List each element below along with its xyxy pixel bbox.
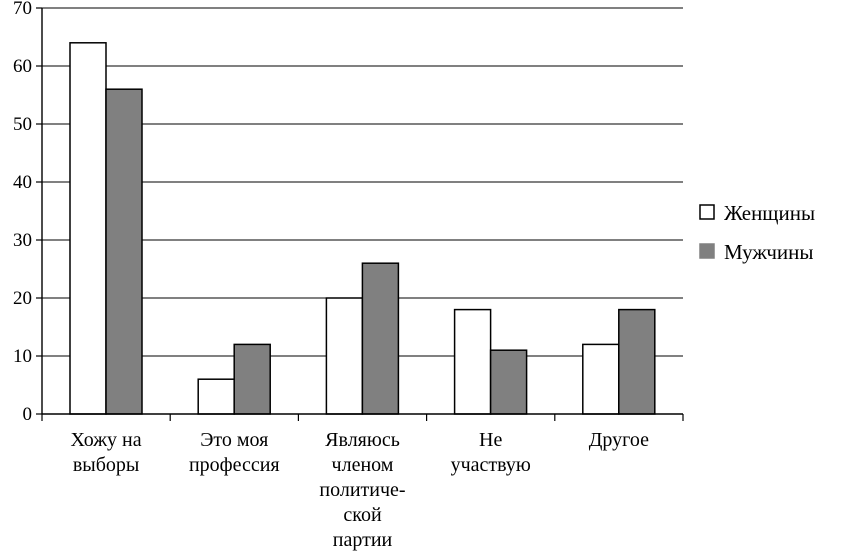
x-category-label: выборы bbox=[73, 454, 140, 476]
y-tick-labels: 0 10 20 30 40 50 60 70 bbox=[13, 0, 32, 425]
x-category-label: членом bbox=[332, 454, 394, 476]
x-category-label: профессия bbox=[189, 454, 280, 476]
legend-swatch-men bbox=[699, 243, 715, 259]
bar-women bbox=[582, 343, 620, 415]
y-tick-label: 50 bbox=[13, 114, 32, 135]
axes bbox=[36, 7, 684, 421]
bar-women bbox=[69, 42, 107, 415]
x-category-label: партии bbox=[333, 529, 393, 551]
x-category-label: политиче- bbox=[319, 479, 405, 501]
legend: Женщины Мужчины bbox=[699, 201, 815, 264]
bar-women bbox=[453, 308, 492, 415]
x-category-label: участвую bbox=[451, 454, 531, 476]
x-category-label: Хожу на bbox=[71, 429, 142, 451]
x-category-label: Другое bbox=[589, 429, 649, 451]
bar-women bbox=[197, 378, 235, 415]
legend-label: Мужчины bbox=[724, 240, 814, 264]
y-tick-label: 40 bbox=[13, 172, 32, 193]
x-category-label: Являюсь bbox=[325, 429, 400, 451]
bar-men bbox=[489, 349, 528, 415]
y-tick-label: 20 bbox=[13, 288, 32, 309]
y-tick-label: 10 bbox=[13, 346, 32, 367]
bar-men bbox=[105, 88, 143, 415]
y-tick-label: 30 bbox=[13, 230, 32, 251]
gridlines bbox=[42, 7, 683, 357]
x-category-label: ской bbox=[343, 504, 382, 526]
y-tick-label: 0 bbox=[23, 404, 33, 425]
bar-men bbox=[618, 308, 656, 415]
x-category-label: Это моя bbox=[200, 429, 268, 451]
y-tick-label: 70 bbox=[13, 0, 32, 19]
x-category-label: Не bbox=[479, 429, 502, 451]
legend-swatch-women bbox=[699, 204, 715, 220]
bar-women bbox=[325, 297, 364, 415]
legend-label: Женщины bbox=[724, 201, 815, 225]
y-tick-label: 60 bbox=[13, 56, 32, 77]
bars bbox=[69, 42, 656, 415]
bar-men bbox=[361, 262, 400, 415]
x-category-labels: Хожу на выборы Это моя профессия Являюсь член… bbox=[71, 429, 650, 551]
bar-men bbox=[233, 343, 271, 415]
